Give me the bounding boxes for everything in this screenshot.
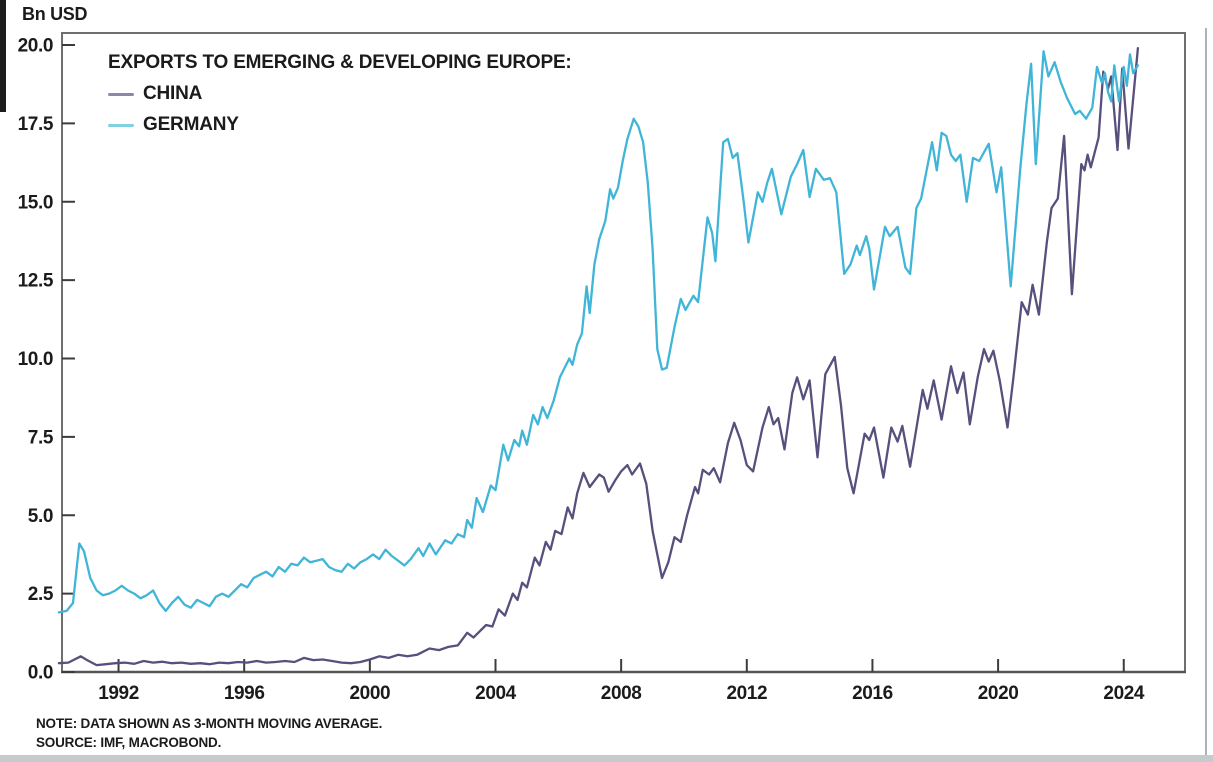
y-tick-label: 12.5 [18, 271, 54, 292]
china-line-swatch [108, 92, 134, 96]
legend-item-china: CHINA [108, 83, 572, 105]
y-tick-label: 5.0 [28, 506, 53, 527]
x-tick-label: 2020 [978, 683, 1019, 704]
x-tick-label: 2016 [852, 683, 893, 704]
x-tick-label: 1996 [224, 683, 265, 704]
y-tick-label: 2.5 [28, 584, 54, 605]
y-tick-label: 7.5 [28, 427, 54, 448]
bottom-window-edge [0, 755, 1213, 762]
x-tick-label: 1992 [98, 683, 139, 704]
x-tick-label: 2012 [726, 683, 767, 704]
y-tick-label: 20.0 [18, 36, 53, 57]
legend-label-germany: GERMANY [143, 114, 239, 135]
note-text: NOTE: DATA SHOWN AS 3-MONTH MOVING AVERA… [36, 716, 383, 731]
right-edge-border [1205, 28, 1207, 757]
y-tick-label: 17.5 [18, 114, 54, 135]
chart-legend: EXPORTS TO EMERGING & DEVELOPING EUROPE:… [108, 52, 572, 136]
legend-label-china: CHINA [143, 83, 203, 104]
left-edge-artifact [0, 0, 6, 112]
germany-line-swatch [108, 123, 134, 127]
x-tick-label: 2004 [475, 683, 517, 704]
y-axis-unit-label: Bn USD [22, 4, 88, 24]
y-tick-label: 10.0 [18, 349, 53, 370]
china-line [57, 46, 1140, 667]
y-tick-label: 0.0 [28, 663, 53, 684]
germany-line [57, 50, 1140, 614]
chart-title: EXPORTS TO EMERGING & DEVELOPING EUROPE: [108, 52, 572, 73]
x-tick-label: 2000 [350, 683, 391, 704]
footnote-block: NOTE: DATA SHOWN AS 3-MONTH MOVING AVERA… [36, 714, 382, 752]
y-tick-label: 15.0 [18, 192, 53, 213]
x-tick-label: 2024 [1103, 683, 1145, 704]
legend-item-germany: GERMANY [108, 114, 572, 136]
x-tick-label: 2008 [601, 683, 642, 704]
source-text: SOURCE: IMF, MACROBOND. [36, 735, 222, 750]
